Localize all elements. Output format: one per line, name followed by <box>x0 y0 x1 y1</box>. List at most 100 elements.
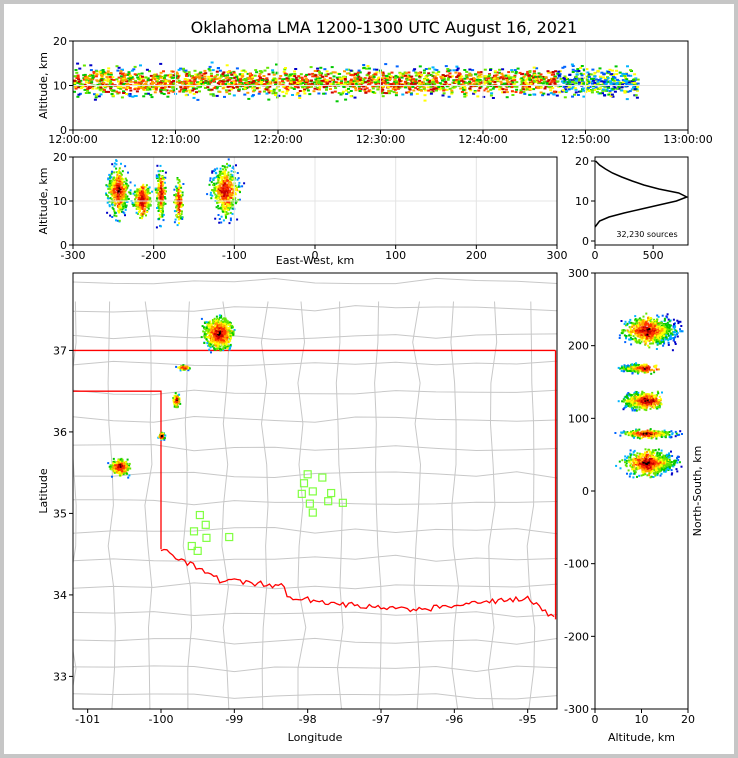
source-pixel <box>106 72 109 75</box>
source-pixel <box>119 178 122 181</box>
source-pixel <box>207 321 210 324</box>
source-pixel <box>447 77 450 80</box>
source-pixel <box>225 64 229 67</box>
source-pixel <box>358 79 362 81</box>
source-pixel <box>611 87 615 90</box>
source-pixel <box>446 68 450 70</box>
source-pixel <box>222 349 225 352</box>
source-pixel <box>592 85 596 88</box>
source-pixel <box>330 79 334 81</box>
source-pixel <box>389 90 393 93</box>
source-pixel <box>507 71 511 74</box>
source-pixel <box>137 203 139 206</box>
source-pixel <box>213 176 216 179</box>
source-pixel <box>74 85 77 88</box>
source-pixel <box>377 76 381 79</box>
histogram-frame <box>594 156 689 246</box>
source-pixel <box>231 184 234 187</box>
source-pixel <box>313 70 317 72</box>
source-pixel <box>113 209 116 212</box>
source-pixel <box>286 88 290 91</box>
source-pixel <box>119 82 123 85</box>
source-pixel <box>215 315 218 318</box>
source-pixel <box>308 93 312 96</box>
source-pixel <box>596 80 600 83</box>
source-pixel <box>351 83 355 86</box>
source-pixel <box>74 87 78 90</box>
source-pixel <box>292 88 296 90</box>
source-pixel <box>106 70 110 73</box>
source-pixel <box>228 89 232 92</box>
source-pixel <box>174 75 178 78</box>
source-pixel <box>113 214 116 217</box>
source-pixel <box>498 68 502 71</box>
source-pixel <box>186 78 189 81</box>
source-pixel <box>353 78 357 81</box>
source-pixel <box>84 92 88 94</box>
source-pixel <box>131 77 135 80</box>
source-pixel <box>213 78 217 81</box>
source-pixel <box>393 80 397 83</box>
source-pixel <box>458 78 462 81</box>
source-pixel <box>133 184 136 187</box>
source-pixel <box>490 80 494 83</box>
source-pixel <box>149 78 153 81</box>
source-pixel <box>563 96 567 99</box>
source-pixel <box>180 205 183 208</box>
source-pixel <box>579 90 583 93</box>
source-pixel <box>142 85 146 88</box>
source-pixel <box>464 94 468 97</box>
source-pixel <box>625 78 629 81</box>
source-pixel <box>533 70 536 73</box>
source-pixel <box>196 73 200 76</box>
source-pixel <box>448 75 452 78</box>
source-pixel <box>225 319 228 322</box>
source-pixel <box>207 68 211 71</box>
source-pixel <box>124 73 127 76</box>
source-pixel <box>221 200 224 203</box>
source-pixel <box>363 88 367 91</box>
source-pixel <box>233 73 237 76</box>
source-pixel <box>565 90 569 92</box>
source-pixel <box>400 83 404 86</box>
source-pixel <box>398 75 402 78</box>
source-pixel <box>298 90 302 92</box>
source-pixel <box>115 171 118 174</box>
source-pixel <box>426 74 430 77</box>
source-pixel <box>243 182 246 185</box>
source-pixel <box>105 76 109 79</box>
source-pixel <box>141 186 143 189</box>
source-pixel <box>582 95 586 98</box>
source-pixel <box>120 96 124 99</box>
source-pixel <box>431 82 435 85</box>
source-pixel <box>491 97 495 99</box>
source-pixel <box>194 87 198 90</box>
source-pixel <box>422 72 426 74</box>
source-pixel <box>582 82 586 85</box>
source-pixel <box>146 198 149 200</box>
source-pixel <box>349 78 353 81</box>
source-pixel <box>598 67 602 70</box>
source-pixel <box>288 78 292 81</box>
source-pixel <box>386 81 390 84</box>
source-pixel <box>145 214 147 217</box>
source-pixel <box>544 76 548 79</box>
source-pixel <box>351 80 355 83</box>
source-pixel <box>504 88 508 91</box>
source-pixel <box>226 76 230 79</box>
source-pixel <box>221 210 224 213</box>
source-pixel <box>562 77 566 80</box>
source-pixel <box>225 331 228 334</box>
source-pixel <box>163 201 166 204</box>
source-pixel <box>322 85 326 88</box>
source-pixel <box>285 90 289 93</box>
source-pixel <box>580 78 584 81</box>
source-pixel <box>228 201 231 204</box>
source-pixel <box>441 79 444 82</box>
source-pixel <box>427 72 431 75</box>
source-pixel <box>160 192 163 195</box>
source-pixel <box>134 80 138 83</box>
source-pixel <box>409 82 413 85</box>
source-pixel <box>111 163 114 166</box>
source-pixel <box>412 81 416 84</box>
